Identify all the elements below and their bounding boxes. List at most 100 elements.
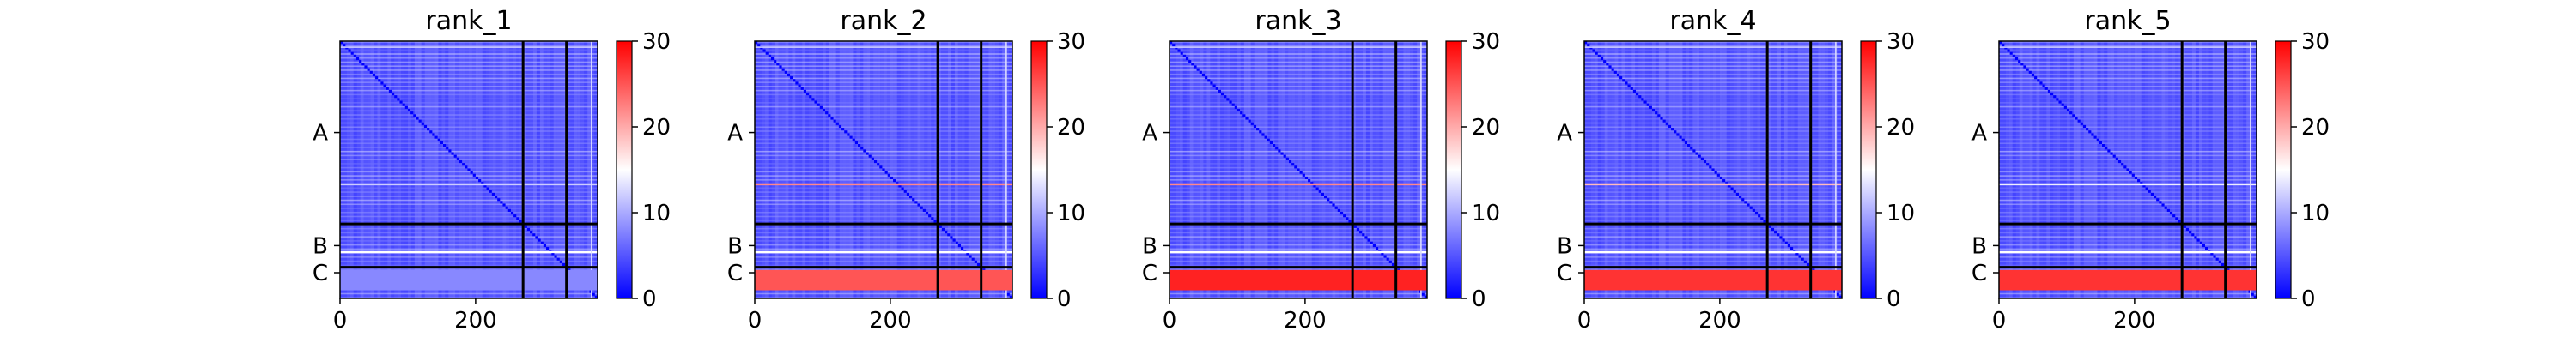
diagonal-cell (1313, 184, 1316, 188)
colorbar-tick-label: 0 (1057, 286, 1072, 312)
diagonal-cell (462, 163, 465, 166)
column-cell (2121, 41, 2125, 298)
diagonal-cell (448, 149, 452, 153)
column-cell (802, 41, 806, 298)
diagonal-cell (1806, 262, 1810, 267)
row-cell (1999, 236, 2257, 238)
row-cell (1170, 45, 1427, 47)
column-cell (1281, 41, 1285, 298)
row-cell (755, 86, 1012, 87)
diagonal-cell (1838, 295, 1842, 298)
column-cell (2053, 41, 2057, 298)
diagonal-cell (2091, 133, 2094, 136)
diagonal-cell (2037, 79, 2040, 82)
column-cell (1719, 41, 1723, 298)
column-cell (799, 41, 803, 298)
column-cell (445, 41, 449, 298)
diagonal-cell (1424, 295, 1427, 298)
diagonal-cell (817, 103, 820, 106)
diagonal-cell (1337, 208, 1340, 212)
diagonal-cell (475, 176, 479, 180)
column-cell (584, 41, 588, 298)
diagonal-cell (835, 122, 839, 125)
row-cell (1999, 240, 2257, 242)
column-cell (1206, 41, 1211, 298)
row-cell (1584, 114, 1842, 116)
column-cell (465, 41, 469, 298)
column-cell (1342, 41, 1346, 298)
diagonal-cell (1391, 262, 1395, 267)
diagonal-cell (2088, 130, 2092, 134)
diagonal-cell (879, 165, 883, 169)
diagonal-cell (1700, 157, 1704, 160)
column-cell (1787, 41, 1791, 298)
diagonal-cell (453, 154, 457, 158)
diagonal-cell (1674, 130, 1677, 134)
column-cell (2195, 41, 2199, 298)
diagonal-cell (939, 225, 942, 228)
row-cell (1584, 244, 1842, 246)
diagonal-cell (1627, 84, 1631, 87)
diagonal-cell (2251, 292, 2254, 296)
row-cell (340, 93, 598, 96)
column-cell (2192, 41, 2196, 298)
x-tick-label: 0 (748, 308, 762, 334)
column-cell (914, 41, 918, 298)
diagonal-cell (1242, 114, 1246, 117)
diagonal-cell (1201, 73, 1206, 77)
row-cell (340, 248, 598, 250)
column-cell (1832, 41, 1836, 298)
column-cell (485, 41, 489, 298)
diagonal-cell (427, 128, 430, 131)
row-cell (1170, 147, 1427, 148)
row-cell (1584, 45, 1842, 47)
row-cell (1999, 114, 2257, 116)
diagonal-cell (2105, 147, 2108, 150)
row-cell (340, 244, 598, 246)
x-tick-label: 200 (869, 308, 912, 334)
row-cell (755, 199, 1012, 202)
diagonal-cell (755, 41, 758, 45)
column-cell (1236, 41, 1241, 298)
row-cell (755, 248, 1012, 250)
column-cell (340, 41, 343, 298)
diagonal-cell (2191, 233, 2195, 237)
column-cell (877, 41, 881, 298)
row-cell (755, 41, 1012, 43)
diagonal-cell (1754, 211, 1759, 215)
x-tick-label: 0 (333, 308, 348, 334)
column-cell (870, 41, 874, 298)
row-cell (1999, 211, 2257, 214)
row-cell (1999, 93, 2257, 96)
row-cell (1999, 203, 2257, 206)
row-cell (1584, 122, 1842, 124)
y-tick-label: C (1971, 261, 1987, 286)
column-cell (1777, 41, 1781, 298)
row-cell (1584, 260, 1842, 262)
row-cell (1584, 69, 1842, 71)
row-cell (1999, 199, 2257, 202)
diagonal-cell (2080, 122, 2083, 125)
row-cell (340, 159, 598, 160)
diagonal-cell (2082, 124, 2087, 129)
column-cell (1604, 41, 1608, 298)
colorbar (1445, 40, 1462, 299)
diagonal-cell (1388, 260, 1392, 263)
column-cell (1651, 41, 1656, 298)
column-cell (866, 41, 871, 298)
column-cell (353, 41, 357, 298)
diagonal-cell (1185, 57, 1189, 61)
row-cell (1170, 89, 1427, 92)
diagonal-cell (1240, 111, 1243, 115)
row-cell (1584, 191, 1842, 193)
row-cell (755, 49, 1012, 51)
diagonal-cell (1641, 98, 1644, 101)
row-cell (1170, 81, 1427, 83)
diagonal-cell (526, 227, 531, 232)
diagonal-cell (770, 57, 775, 61)
diagonal-cell (2121, 163, 2124, 166)
row-cell (755, 130, 1012, 132)
diagonal-cell (2110, 152, 2113, 155)
